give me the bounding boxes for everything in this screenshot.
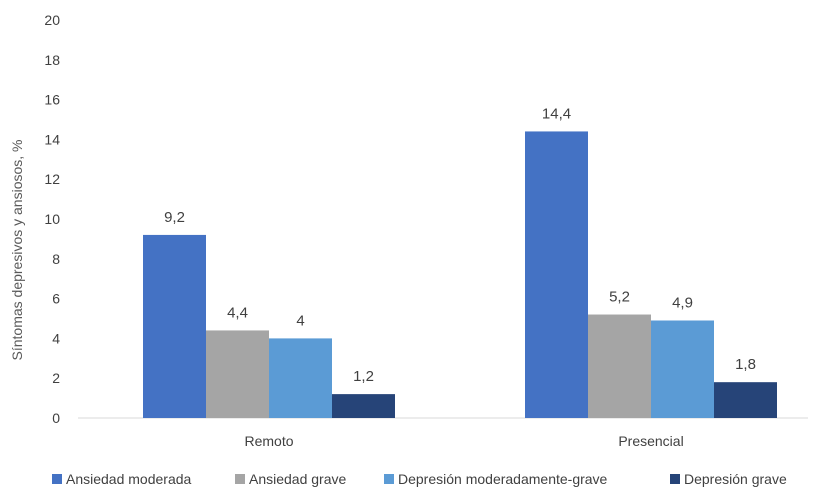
bar	[588, 314, 651, 418]
data-label: 4,9	[672, 294, 693, 311]
bar	[269, 338, 332, 418]
data-label: 4,4	[227, 304, 248, 321]
y-tick-label: 2	[52, 370, 60, 386]
data-label: 5,2	[609, 289, 630, 306]
y-axis-label: Síntomas depresivos y ansiosos, %	[9, 140, 25, 361]
bar	[714, 382, 777, 418]
legend-label: Depresión grave	[684, 471, 787, 487]
category-labels: Remoto Presencial	[244, 433, 683, 449]
y-tick-label: 0	[52, 410, 60, 426]
legend-label: Ansiedad moderada	[66, 471, 192, 487]
bar	[332, 394, 395, 418]
data-label: 1,8	[735, 356, 756, 373]
legend-swatch	[52, 474, 62, 484]
bar	[143, 234, 206, 418]
category-label: Presencial	[618, 433, 683, 449]
data-labels: 9,2 4,4 4 1,2 14,4 5,2 4,9 1,8	[164, 105, 756, 385]
legend-swatch	[384, 474, 394, 484]
y-tick-label: 4	[52, 330, 60, 346]
legend: Ansiedad moderada Ansiedad grave Depresión…	[52, 471, 787, 487]
y-tick-label: 8	[52, 251, 60, 267]
y-tick-label: 18	[44, 52, 60, 68]
y-tick-label: 12	[44, 171, 60, 187]
y-tick-label: 6	[52, 291, 60, 307]
y-tick-label: 20	[44, 12, 60, 28]
data-label: 4	[296, 312, 304, 329]
y-tick-label: 16	[44, 92, 60, 108]
y-tick-label: 14	[44, 131, 60, 147]
bar	[525, 131, 588, 418]
legend-label: Ansiedad grave	[249, 471, 347, 487]
bar	[651, 320, 714, 418]
bar	[206, 330, 269, 418]
data-label: 9,2	[164, 209, 185, 226]
y-tick-label: 10	[44, 211, 60, 227]
y-axis-ticks: 0 2 4 6 8 10 12 14 16 18 20	[44, 12, 60, 426]
data-label: 1,2	[353, 368, 374, 385]
legend-swatch	[235, 474, 245, 484]
legend-swatch	[670, 474, 680, 484]
category-label: Remoto	[244, 433, 293, 449]
data-label: 14,4	[542, 105, 571, 122]
bars	[143, 131, 777, 418]
legend-label: Depresión moderadamente-grave	[398, 471, 608, 487]
